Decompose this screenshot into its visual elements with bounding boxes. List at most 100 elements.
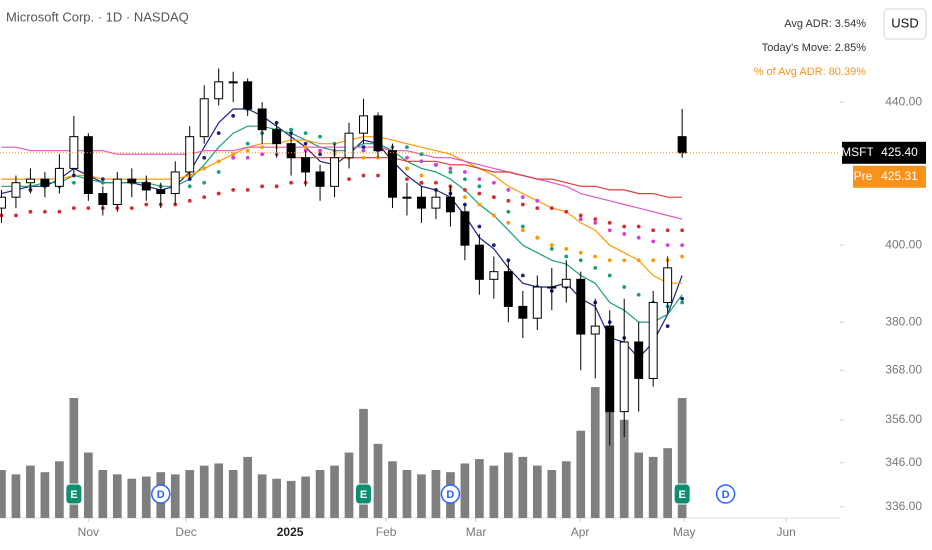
ma-line — [1, 146, 683, 220]
ma-dot — [462, 195, 467, 200]
ma-dot — [245, 188, 250, 192]
ma-dot — [202, 195, 207, 200]
ma-dot — [477, 202, 482, 207]
volume-bar — [489, 465, 499, 518]
y-tick-label: 356.00 — [885, 412, 922, 426]
ma-dot — [419, 159, 424, 164]
x-tick-label: 2025 — [277, 525, 304, 539]
last-price-label: 425.40 — [881, 145, 918, 159]
ma-dot — [448, 170, 453, 174]
currency-button[interactable] — [883, 8, 927, 40]
dividend-marker — [151, 484, 171, 504]
ma-dot — [622, 224, 627, 229]
premarket-box — [873, 165, 926, 188]
ma-dot — [535, 198, 540, 203]
y-tick-label: 336.00 — [885, 499, 922, 513]
event-label: D — [157, 489, 165, 501]
ma-dot — [216, 131, 221, 136]
ma-dot — [303, 141, 308, 146]
ma-dot — [419, 180, 424, 185]
dividend-marker — [440, 484, 461, 504]
ma-dot — [86, 206, 91, 211]
ma-dot — [578, 217, 583, 222]
ma-dot — [535, 206, 540, 211]
ma-dot — [622, 258, 627, 263]
ma-dot — [405, 145, 409, 150]
stat-text: % of Avg ADR: 80.39% — [754, 66, 867, 78]
y-tick-label: 368.00 — [885, 362, 922, 376]
ma-dot — [564, 247, 569, 251]
candle-body — [474, 244, 484, 280]
ma-dot — [202, 180, 207, 185]
volume-bar — [417, 474, 426, 518]
candle-body — [25, 178, 35, 184]
candle-body — [301, 157, 311, 173]
ma-dot — [419, 173, 424, 178]
ma-dot — [216, 191, 221, 196]
candle-body — [619, 341, 629, 413]
currency-label[interactable]: USD — [891, 15, 918, 30]
ma-dot — [491, 213, 496, 218]
volume-bar — [199, 465, 209, 518]
ma-dot — [477, 191, 482, 196]
candle-body — [272, 129, 282, 145]
candle-body — [98, 193, 108, 205]
ma-dot — [361, 148, 366, 153]
volume-bar — [547, 470, 557, 518]
x-tick-label: Mar — [466, 525, 487, 539]
volume-bar — [272, 478, 281, 518]
ma-dot — [274, 184, 279, 189]
candle-body — [286, 143, 296, 159]
volume-bar — [576, 430, 586, 518]
ma-dot — [651, 239, 656, 244]
volume-bar — [112, 474, 122, 518]
dividend-marker — [715, 484, 736, 504]
ma-line — [291, 157, 683, 198]
ma-dot — [361, 173, 366, 178]
ma-dot — [506, 209, 511, 214]
volume-bar — [243, 456, 252, 518]
ma-dot — [434, 180, 438, 185]
ma-dot — [549, 206, 554, 211]
ma-dot — [260, 145, 265, 150]
x-tick-label: Dec — [175, 525, 196, 539]
ma-dot — [578, 258, 583, 263]
ma-dot — [680, 300, 685, 305]
ma-dot — [28, 209, 33, 214]
ma-dot — [245, 148, 250, 153]
candle-body — [677, 136, 687, 154]
ma-dot — [187, 198, 192, 203]
volume-bar — [26, 465, 35, 518]
candle-body — [518, 305, 528, 319]
volume-bar — [228, 470, 238, 518]
ma-dot — [477, 177, 482, 182]
event-label: E — [678, 489, 685, 501]
ma-dot — [520, 195, 525, 200]
earnings-marker — [355, 483, 373, 505]
volume-bar — [11, 474, 21, 518]
volume-bar — [257, 474, 267, 518]
candle-body — [460, 211, 470, 246]
ma-dot — [405, 155, 409, 160]
candle-body — [112, 178, 122, 205]
y-tick-label: 346.00 — [885, 455, 922, 469]
candle-body — [663, 267, 673, 304]
stat-text: Today's Move: 2.85% — [762, 42, 866, 54]
volume-bar — [532, 465, 542, 518]
candle-body — [11, 182, 21, 198]
candle-body — [185, 136, 195, 173]
ma-dot — [303, 131, 308, 136]
stat-text: Avg ADR: 3.54% — [784, 18, 866, 30]
premarket-name-box — [853, 165, 873, 188]
ma-dot — [405, 177, 409, 182]
volume-bar — [40, 472, 50, 518]
ma-dot — [622, 232, 627, 236]
ma-dot — [680, 243, 685, 248]
volume-bar — [69, 398, 79, 518]
candle-body — [576, 278, 586, 335]
candle-body — [503, 271, 513, 307]
ma-dot — [636, 224, 641, 229]
ma-dot — [636, 235, 641, 240]
ma-dot — [578, 213, 583, 218]
ma-dot — [71, 206, 76, 211]
